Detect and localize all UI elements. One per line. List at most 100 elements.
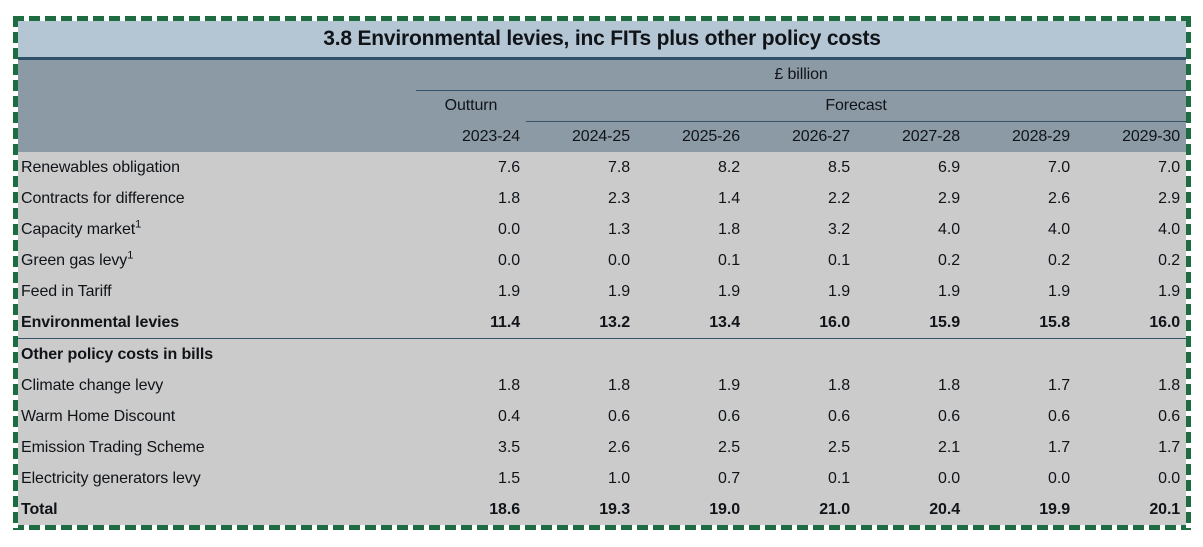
row-label: Contracts for difference <box>18 183 416 214</box>
value-cell: 0.0 <box>526 245 636 276</box>
row-label-text: Climate change levy <box>21 376 164 394</box>
value-cell: 1.9 <box>526 276 636 307</box>
value-cell: 0.7 <box>636 463 746 494</box>
value-cell: 4.0 <box>856 214 966 245</box>
value-cell: 1.5 <box>416 463 526 494</box>
value-cell: 7.6 <box>416 152 526 183</box>
table-body: Renewables obligation 7.6 7.8 8.2 8.5 6.9 7.0 7… <box>18 152 1187 525</box>
value-cell: 3.2 <box>746 214 856 245</box>
year-row: 2023-24 2024-25 2025-26 2026-27 2027-28 … <box>18 121 1187 152</box>
value-cell: 1.8 <box>416 183 526 214</box>
table-title: 3.8 Environmental levies, inc FITs plus … <box>18 21 1186 60</box>
value-cell: 7.0 <box>966 152 1076 183</box>
value-cell: 0.6 <box>856 401 966 432</box>
row-label-text: Other policy costs in bills <box>21 345 214 363</box>
value-cell: 18.6 <box>416 494 526 525</box>
value-cell: 1.9 <box>966 276 1076 307</box>
value-cell: 1.7 <box>966 370 1076 401</box>
value-cell: 2.1 <box>856 432 966 463</box>
value-cell: 2.3 <box>526 183 636 214</box>
value-cell: 0.1 <box>746 463 856 494</box>
value-cell: 1.8 <box>746 370 856 401</box>
year-column-header: 2028-29 <box>966 121 1076 152</box>
value-cell: 1.9 <box>1076 276 1187 307</box>
table-row: Contracts for difference 1.8 2.3 1.4 2.2 2.9 2… <box>18 183 1187 214</box>
value-cell: 1.8 <box>416 370 526 401</box>
value-cell: 15.9 <box>856 307 966 339</box>
value-cell: 0.6 <box>526 401 636 432</box>
value-cell: 0.0 <box>416 214 526 245</box>
selection-border-bottom <box>13 525 1191 530</box>
value-cell: 0.2 <box>966 245 1076 276</box>
value-cell: 1.9 <box>856 276 966 307</box>
table-header: £ billion Outturn Forecast 2023-24 2024-… <box>18 60 1187 152</box>
table-row: Total 18.6 19.3 19.0 21.0 20.4 19.9 20.1 <box>18 494 1187 525</box>
value-cell: 1.0 <box>526 463 636 494</box>
table-row: Other policy costs in bills <box>18 338 1187 370</box>
value-cell: 21.0 <box>746 494 856 525</box>
value-cell: 19.0 <box>636 494 746 525</box>
forecast-label: Forecast <box>526 90 1187 122</box>
value-cell: 8.5 <box>746 152 856 183</box>
selection-border-top <box>13 16 1191 21</box>
value-cell: 4.0 <box>1076 214 1187 245</box>
value-cell: 15.8 <box>966 307 1076 339</box>
value-cell: 19.9 <box>966 494 1076 525</box>
footnote-marker: 1 <box>127 249 134 262</box>
row-label: Green gas levy1 <box>18 245 416 276</box>
value-cell: 3.5 <box>416 432 526 463</box>
value-cell: 0.0 <box>856 463 966 494</box>
value-cell: 11.4 <box>416 307 526 339</box>
value-cell: 0.1 <box>636 245 746 276</box>
value-cell: 20.1 <box>1076 494 1187 525</box>
row-label: Feed in Tariff <box>18 276 416 307</box>
row-label-text: Renewables obligation <box>21 158 180 176</box>
value-cell: 7.8 <box>526 152 636 183</box>
row-label-text: Contracts for difference <box>21 189 185 207</box>
value-cell: 0.6 <box>746 401 856 432</box>
value-cell: 0.0 <box>966 463 1076 494</box>
scenario-row: Outturn Forecast <box>18 90 1187 122</box>
value-cell: 1.3 <box>526 214 636 245</box>
value-cell <box>526 338 636 370</box>
value-cell: 2.6 <box>966 183 1076 214</box>
row-label-text: Warm Home Discount <box>21 407 176 425</box>
value-cell <box>966 338 1076 370</box>
row-label-text: Green gas levy <box>21 251 128 269</box>
value-cell: 8.2 <box>636 152 746 183</box>
value-cell: 2.5 <box>636 432 746 463</box>
table-row: Green gas levy1 0.0 0.0 0.1 0.1 0.2 0.2 0.2 <box>18 245 1187 276</box>
value-cell: 0.2 <box>1076 245 1187 276</box>
table-row: Renewables obligation 7.6 7.8 8.2 8.5 6.9 7.0 7… <box>18 152 1187 183</box>
selection-border-left <box>13 16 18 530</box>
unit-row: £ billion <box>18 60 1187 91</box>
row-label: Capacity market1 <box>18 214 416 245</box>
table-row: Climate change levy 1.8 1.8 1.9 1.8 1.8 1.7 1.8 <box>18 370 1187 401</box>
value-cell: 1.7 <box>1076 432 1187 463</box>
value-cell: 1.9 <box>416 276 526 307</box>
empty-corner-cell <box>18 60 416 91</box>
year-column-header: 2025-26 <box>636 121 746 152</box>
value-cell: 1.9 <box>746 276 856 307</box>
row-label-text: Capacity market <box>21 220 136 238</box>
table-container: 3.8 Environmental levies, inc FITs plus … <box>13 16 1191 530</box>
value-cell: 1.4 <box>636 183 746 214</box>
row-label: Warm Home Discount <box>18 401 416 432</box>
value-cell: 16.0 <box>746 307 856 339</box>
value-cell: 0.4 <box>416 401 526 432</box>
value-cell: 13.2 <box>526 307 636 339</box>
row-label: Climate change levy <box>18 370 416 401</box>
table-row: Warm Home Discount 0.4 0.6 0.6 0.6 0.6 0.6 0.6 <box>18 401 1187 432</box>
data-table: £ billion Outturn Forecast 2023-24 2024-… <box>18 60 1187 525</box>
row-label: Environmental levies <box>18 307 416 339</box>
table-row: Capacity market1 0.0 1.3 1.8 3.2 4.0 4.0 4.0 <box>18 214 1187 245</box>
table-row: Feed in Tariff 1.9 1.9 1.9 1.9 1.9 1.9 1.9 <box>18 276 1187 307</box>
selection-border-right <box>1186 16 1191 530</box>
year-column-header: 2023-24 <box>416 121 526 152</box>
empty-cell <box>18 90 416 122</box>
year-column-header: 2027-28 <box>856 121 966 152</box>
row-label: Renewables obligation <box>18 152 416 183</box>
value-cell: 0.0 <box>1076 463 1187 494</box>
row-label-text: Feed in Tariff <box>21 282 112 300</box>
row-label-text: Emission Trading Scheme <box>21 438 205 456</box>
